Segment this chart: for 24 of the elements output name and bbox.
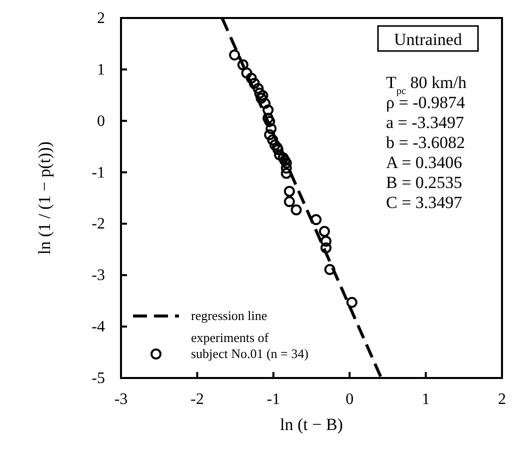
y-tick-label: 1	[97, 61, 105, 78]
legend-label: regression line	[191, 308, 268, 323]
y-tick-label: 0	[97, 112, 105, 130]
y-tick-label: -3	[92, 267, 105, 284]
y-tick-label: -5	[92, 370, 105, 387]
y-tick-label: -4	[92, 318, 105, 336]
x-tick-label: 2	[498, 391, 506, 408]
x-axis-title: ln (t − B)	[280, 415, 343, 434]
annotation: A = 0.3406	[386, 153, 462, 172]
x-tick-label: -3	[114, 391, 128, 408]
annotation: B = 0.2535	[386, 173, 462, 192]
y-axis-title: ln (1 / (1 − p(t)))	[35, 142, 54, 254]
x-tick-label: 1	[422, 391, 430, 408]
x-tick-label: 0	[346, 391, 354, 408]
legend-label: experiments of subject No.01 (n = 34)	[191, 330, 308, 361]
x-tick-label: -1	[266, 391, 280, 408]
annotation: a = -3.3497	[386, 113, 465, 132]
x-tick-label: -2	[190, 391, 204, 408]
y-tick-label: -1	[92, 164, 105, 182]
annotation: b = -3.6082	[386, 133, 465, 152]
annotation: Untrained	[394, 30, 462, 49]
y-tick-label: -2	[92, 216, 105, 233]
y-tick-label: 2	[97, 10, 105, 27]
annotation: C = 3.3497	[386, 193, 463, 212]
